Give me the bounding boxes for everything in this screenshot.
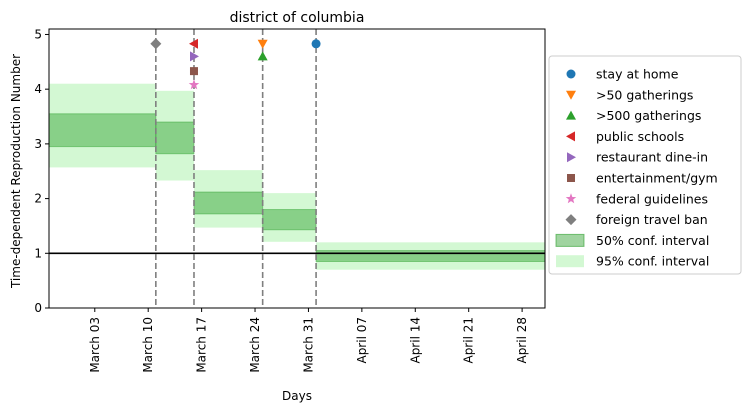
legend-marker-foreign-travel-ban (565, 214, 577, 226)
legend-marker-federal-guidelines (565, 193, 577, 204)
y-tick-label-2: 2 (34, 192, 42, 206)
legend-label-restaurant-dine-in: restaurant dine-in (596, 150, 708, 165)
y-tick-label-1: 1 (34, 246, 42, 260)
legend-label-foreign-travel-ban: foreign travel ban (596, 212, 708, 227)
legend-label-500-gatherings: >500 gatherings (596, 108, 701, 123)
legend-label-50-gatherings: >50 gatherings (596, 87, 693, 102)
ci50-band-4 (315, 250, 545, 262)
legend-marker-50-gatherings (566, 90, 576, 100)
legend-swatch-50-conf-interval (555, 233, 585, 247)
x-tick-label-6: April 14 (408, 317, 422, 364)
legend-swatch-95-conf-interval (556, 255, 584, 268)
legend-marker-restaurant-dine-in (567, 152, 576, 163)
ci50-band-0 (49, 113, 157, 148)
x-tick-label-0: March 03 (88, 317, 102, 373)
marker-restaurant-dine-in (189, 51, 199, 62)
legend-label-50-conf-interval: 50% conf. interval (596, 233, 709, 248)
x-tick-label-2: March 17 (195, 317, 209, 373)
legend-label-public-schools: public schools (596, 129, 684, 144)
ci95-band-2 (193, 170, 263, 228)
legend-marker-public-schools (566, 131, 575, 142)
plot-area (49, 29, 545, 308)
plot-frame (48, 28, 546, 309)
x-tick-label-8: April 28 (515, 317, 529, 364)
legend: stay at home >50 gatherings >500 gathering… (548, 55, 742, 275)
marker-500-gatherings (257, 51, 268, 61)
legend-marker-stay-at-home (566, 69, 576, 79)
x-tick-label-7: April 21 (462, 317, 476, 364)
legend-box (548, 55, 742, 275)
marker-public-schools (188, 38, 198, 49)
y-axis-label: Time-dependent Reproduction Number (9, 54, 23, 289)
y-tick-label-4: 4 (34, 82, 42, 96)
y-tick-label-0: 0 (34, 301, 42, 315)
legend-marker-500-gatherings (566, 110, 576, 120)
ci95-band-1 (155, 90, 194, 181)
ci50-band-3 (262, 209, 317, 231)
y-tick-label-3: 3 (34, 137, 42, 151)
x-tick-label-4: March 31 (301, 317, 315, 373)
ci95-band-0 (49, 83, 156, 168)
x-tick-label-5: April 07 (355, 317, 369, 364)
marker-50-gatherings (257, 39, 268, 49)
marker-foreign-travel-ban (150, 38, 162, 50)
x-tick-label-1: March 10 (141, 317, 155, 373)
chart-title: district of columbia (230, 10, 365, 26)
legend-label-entertainment-gym: entertainment/gym (596, 171, 718, 186)
ci50-band-1 (155, 121, 195, 155)
legend-label-95-conf-interval: 95% conf. interval (596, 254, 709, 269)
x-axis-label: Days (282, 389, 312, 403)
legend-label-stay-at-home: stay at home (596, 67, 679, 82)
ci95-band-4 (316, 242, 545, 270)
marker-stay-at-home (311, 39, 321, 49)
ci50-band-2 (193, 191, 264, 215)
x-tick-label-3: March 24 (248, 317, 262, 373)
legend-marker-entertainment-gym (567, 174, 575, 182)
ci95-band-3 (262, 193, 317, 242)
legend-label-federal-guidelines: federal guidelines (596, 191, 708, 206)
y-tick-label-5: 5 (34, 27, 42, 41)
marker-federal-guidelines (188, 79, 200, 90)
marker-entertainment-gym (189, 67, 198, 76)
